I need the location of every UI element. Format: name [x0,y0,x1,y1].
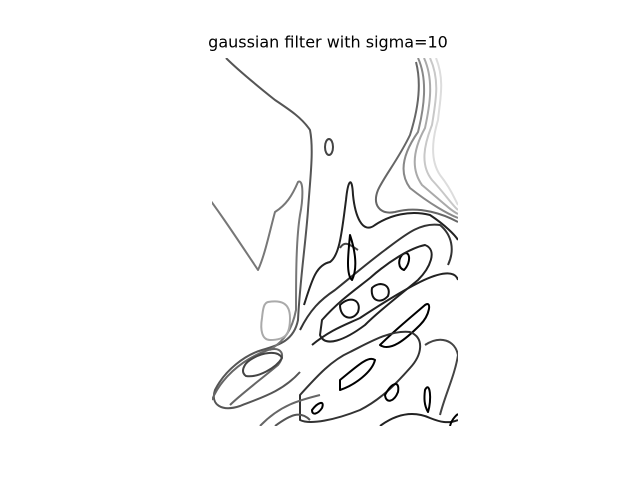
contour-line [384,383,400,402]
contour-line [370,283,390,302]
contour-line [303,181,458,306]
contour-line [379,303,431,348]
contour-line [402,58,458,219]
contour-lines [212,58,458,426]
contour-line [260,300,291,341]
contour-line [398,252,410,271]
chart-title: gaussian filter with sigma=10 [208,33,448,52]
contour-line [449,413,458,426]
contour-line [413,58,458,215]
contour-line [311,402,324,415]
contour-line [299,330,422,423]
contour-line [212,348,284,406]
contour-line [311,272,458,346]
contour-line [423,386,432,413]
contour-line [274,413,311,426]
contour-line [424,338,458,416]
contour-island [324,138,334,156]
contour-line [299,223,453,331]
contour-line [319,244,433,343]
contour-line [339,298,360,319]
contour-line [339,242,359,251]
contour-line [432,58,458,206]
contour-line [212,180,304,351]
contour-line [242,352,283,378]
contour-line [259,394,321,426]
contour-line [347,234,357,281]
contour-line [375,61,458,223]
contour-line [212,58,313,410]
contour-line [379,413,458,426]
contour-line [339,357,376,391]
contour-line [423,58,458,211]
